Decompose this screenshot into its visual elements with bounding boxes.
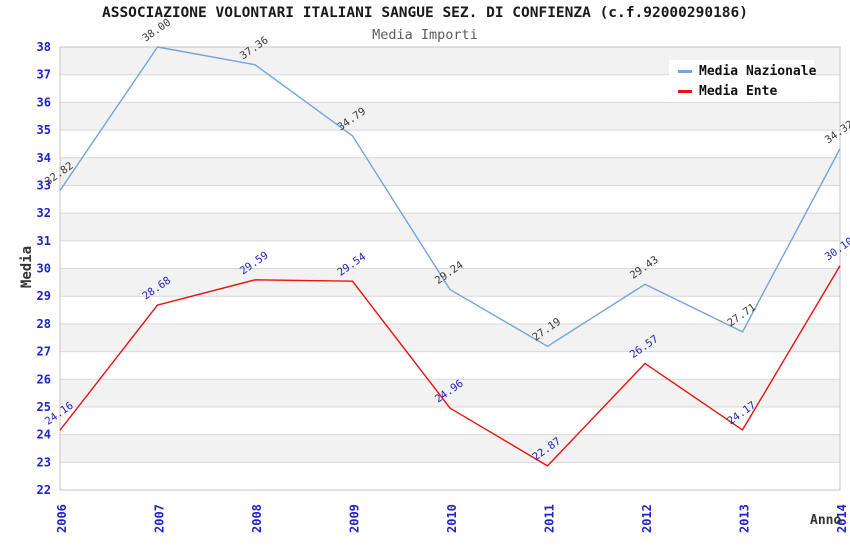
x-tick-label: 2010 [445, 504, 459, 533]
plot-band [60, 268, 840, 297]
y-tick-label: 32 [37, 206, 51, 220]
legend-item-media-nazionale: Media Nazionale [669, 61, 817, 81]
y-tick-label: 25 [37, 400, 51, 414]
x-tick-label: 2009 [348, 504, 362, 533]
y-tick-label: 27 [37, 345, 51, 359]
x-tick-label: 2013 [738, 504, 752, 533]
legend-item-media-ente: Media Ente [669, 81, 814, 101]
chart-subtitle: Media Importi [372, 27, 478, 43]
y-tick-label: 29 [37, 289, 51, 303]
legend-line-swatch-nazionale [678, 69, 692, 73]
plot-band [60, 379, 840, 407]
x-axis-title: Anno [810, 513, 842, 528]
series-line-media-ente [59, 265, 841, 467]
plot-border [59, 46, 841, 491]
plot-band [60, 213, 840, 241]
y-tick-label: 38 [37, 40, 51, 54]
data-label: 38.00 [140, 16, 173, 44]
y-tick-label: 23 [37, 455, 51, 469]
y-axis-title: Media [19, 245, 35, 289]
y-tick-label: 28 [37, 317, 51, 331]
y-tick-label: 26 [37, 372, 51, 386]
x-tick-label: 2007 [153, 504, 167, 533]
legend-label: Media Nazionale [699, 63, 817, 79]
y-tick-label: 24 [37, 428, 51, 442]
y-tick-label: 31 [37, 234, 51, 248]
y-tick-label: 36 [37, 95, 51, 109]
legend-label: Media Ente [699, 83, 778, 99]
plot-band [60, 102, 840, 131]
plot-band [60, 157, 840, 186]
y-tick-label: 35 [37, 123, 51, 137]
chart-title: ASSOCIAZIONE VOLONTARI ITALIANI SANGUE S… [101, 5, 748, 21]
y-tick-label: 34 [37, 151, 51, 165]
x-tick-label: 2011 [543, 504, 557, 533]
x-tick-label: 2006 [55, 504, 69, 533]
plot-band [60, 323, 840, 352]
legend: Media Nazionale Media Ente [669, 60, 817, 102]
x-tick-label: 2012 [640, 504, 654, 533]
x-tick-label: 2014 [835, 504, 849, 533]
y-tick-label: 30 [37, 262, 51, 276]
x-tick-label: 2008 [250, 504, 264, 533]
y-tick-label: 22 [37, 483, 51, 497]
legend-line-swatch-ente [678, 89, 692, 93]
plot-band [60, 434, 840, 463]
series-line-media-nazionale [59, 46, 841, 348]
y-tick-label: 37 [37, 68, 51, 82]
y-tick-label: 33 [37, 178, 51, 192]
